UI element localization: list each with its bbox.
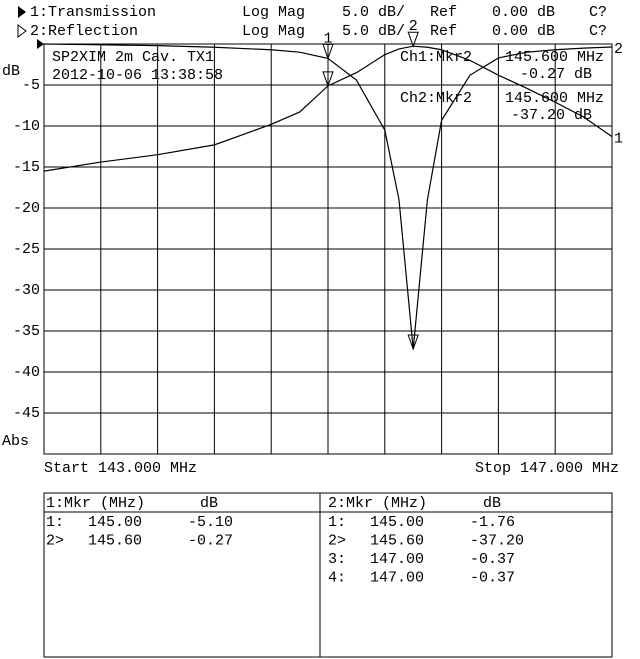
- header-field: C?: [589, 23, 607, 40]
- header-field: 5.0 dB/: [342, 4, 405, 21]
- header-field: 5.0 dB/: [342, 23, 405, 40]
- table-header: dB: [200, 495, 218, 512]
- reference-arrow: [37, 39, 44, 49]
- y-axis-label: dB: [2, 63, 20, 80]
- table-cell: 145.60: [88, 532, 142, 549]
- format-label: Abs: [2, 433, 29, 450]
- table-cell: 145.00: [370, 514, 424, 531]
- y-tick-label: -35: [13, 323, 40, 340]
- table-cell: 3:: [328, 551, 346, 568]
- y-tick-label: -25: [13, 241, 40, 258]
- marker: [322, 71, 334, 88]
- marker-label: 2: [409, 18, 418, 35]
- header-field: 0.00 dB: [492, 23, 555, 40]
- table-cell: -37.20: [470, 532, 524, 549]
- y-tick-label: -30: [13, 282, 40, 299]
- readout-frequency: 145.600 MHz: [505, 49, 604, 66]
- readout-channel: Ch2:Mkr2: [400, 90, 472, 107]
- y-tick-label: -40: [13, 364, 40, 381]
- trace: [43, 43, 613, 350]
- annotation: SP2XIM 2m Cav. TX1: [52, 49, 214, 66]
- table-cell: 2>: [328, 532, 346, 549]
- channel-icon: [17, 24, 27, 38]
- trace-label: 1: [614, 131, 623, 148]
- table-cell: -0.27: [188, 532, 233, 549]
- marker: [407, 334, 419, 351]
- marker: [322, 43, 334, 60]
- marker-label: 1: [323, 30, 332, 47]
- y-tick-label: -45: [13, 405, 40, 422]
- y-tick-label: -20: [13, 200, 40, 217]
- marker-table-frame: [43, 492, 613, 658]
- header-field: 1:Transmission: [30, 4, 156, 21]
- annotation: 2012-10-06 13:38:58: [52, 67, 223, 84]
- header-field: 2:Reflection: [30, 23, 138, 40]
- header-field: Ref: [430, 23, 457, 40]
- header-field: C?: [589, 4, 607, 21]
- table-cell: -1.76: [470, 514, 515, 531]
- table-cell: 2>: [46, 532, 64, 549]
- start-label: Start 143.000 MHz: [44, 460, 197, 477]
- readout-channel: Ch1:Mkr2: [400, 49, 472, 66]
- table-cell: 147.00: [370, 569, 424, 586]
- table-cell: 1:: [328, 514, 346, 531]
- table-header: 2:Mkr (MHz): [328, 495, 427, 512]
- header-field: Log Mag: [242, 4, 305, 21]
- table-cell: -0.37: [470, 551, 515, 568]
- table-cell: 1:: [46, 514, 64, 531]
- table-header: 1:Mkr (MHz): [46, 495, 145, 512]
- stop-label: Stop 147.000 MHz: [475, 460, 619, 477]
- table-cell: -0.37: [470, 569, 515, 586]
- trace: [43, 45, 613, 172]
- table-cell: 147.00: [370, 551, 424, 568]
- y-tick-label: -10: [13, 118, 40, 135]
- table-cell: -5.10: [188, 514, 233, 531]
- active-channel-icon: [18, 6, 26, 18]
- readout-value: -0.27 dB: [520, 66, 592, 83]
- header-field: Log Mag: [242, 23, 305, 40]
- y-tick-label: -5: [22, 77, 40, 94]
- table-cell: 145.00: [88, 514, 142, 531]
- readout-frequency: 145.600 MHz: [505, 90, 604, 107]
- y-tick-label: -15: [13, 159, 40, 176]
- table-cell: 4:: [328, 569, 346, 586]
- table-header: dB: [483, 495, 501, 512]
- header-field: 0.00 dB: [492, 4, 555, 21]
- table-cell: 145.60: [370, 532, 424, 549]
- marker: [407, 31, 419, 48]
- trace-label: 2: [614, 41, 623, 58]
- header-field: Ref: [430, 4, 457, 21]
